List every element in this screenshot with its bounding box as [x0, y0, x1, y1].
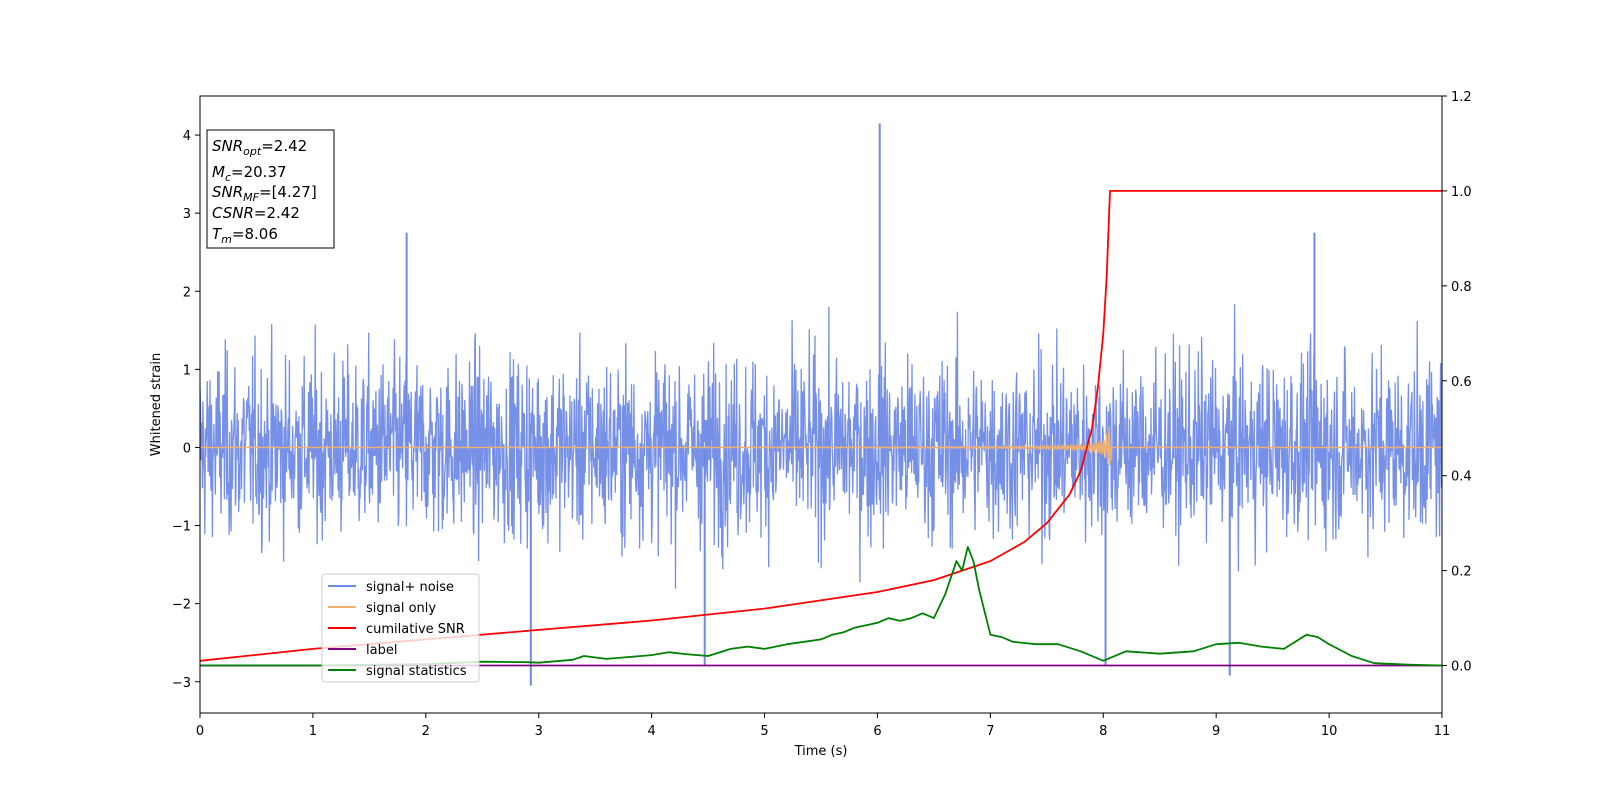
y-tick-label: 0	[183, 441, 191, 456]
x-tick-label: 2	[422, 724, 430, 739]
y2-tick-label: 0.4	[1451, 470, 1472, 485]
x-tick-label: 6	[873, 724, 881, 739]
y-axis-label: Whitened strain	[149, 353, 164, 456]
y2-tick-label: 1.2	[1451, 90, 1472, 105]
y-tick-label: −1	[172, 520, 191, 535]
legend-frame	[321, 573, 480, 683]
y2-tick-label: 0.6	[1451, 375, 1472, 390]
legend-label: signal+ noise	[366, 580, 454, 595]
y-tick-label: 3	[183, 207, 191, 222]
y-tick-label: −3	[172, 676, 191, 691]
y-tick-label: 1	[183, 363, 191, 378]
legend-label: cumilative SNR	[366, 622, 465, 637]
y2-tick-label: 0.0	[1451, 660, 1472, 675]
x-tick-label: 11	[1434, 724, 1451, 739]
y-tick-label: 2	[183, 285, 191, 300]
series-signal-only	[200, 426, 1442, 466]
info-line: Mc=20.37	[212, 163, 287, 184]
x-tick-label: 4	[647, 724, 655, 739]
info-line: CSNR=2.42	[212, 204, 300, 222]
info-line: SNRMF=[4.27]	[212, 183, 317, 204]
y2-tick-label: 0.2	[1451, 565, 1472, 580]
x-tick-label: 3	[535, 724, 543, 739]
x-tick-label: 10	[1321, 724, 1338, 739]
info-box: SNRopt=2.42 Mc=20.37SNRMF=[4.27]CSNR=2.42…	[206, 129, 335, 249]
x-tick-label: 5	[760, 724, 768, 739]
x-axis-label: Time (s)	[794, 744, 848, 759]
y-tick-label: 4	[183, 129, 191, 144]
y2-tick-label: 0.8	[1451, 280, 1472, 295]
x-tick-label: 1	[309, 724, 317, 739]
plot-frame	[199, 95, 1443, 714]
y-tick-label: −2	[172, 598, 191, 613]
info-line: SNRopt=2.42	[212, 137, 307, 158]
info-line: Tm=8.06	[212, 225, 278, 246]
x-tick-label: 7	[986, 724, 994, 739]
x-tick-label: 8	[1099, 724, 1107, 739]
series-signal-statistics	[200, 546, 1442, 667]
legend-label: signal statistics	[366, 664, 467, 679]
y2-tick-label: 1.0	[1451, 185, 1472, 200]
legend: signal+ noise signal only cumilative SNR la…	[321, 573, 480, 683]
axes: 0 1 2 3 4 5 6 7 8 9 10 11 −3 −2 −1 0 1 2 3 4 0.0 0.2 0.4 0.6 0.8…	[149, 90, 1472, 759]
info-box-frame	[206, 129, 335, 249]
x-tick-label: 9	[1212, 724, 1220, 739]
x-tick-label: 0	[196, 724, 204, 739]
series-signal-noise	[200, 304, 1442, 589]
legend-label: label	[366, 643, 397, 658]
series-cumilative-snr	[200, 190, 1442, 662]
legend-label: signal only	[366, 601, 436, 616]
